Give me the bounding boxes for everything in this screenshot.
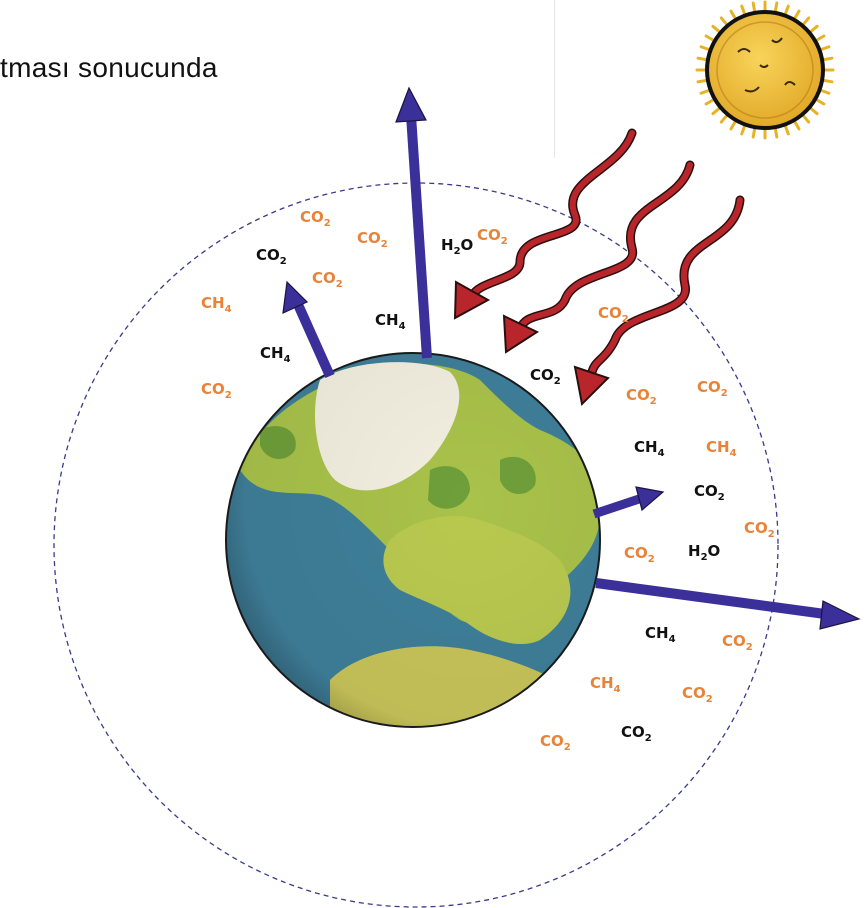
gas-label: CO2 (357, 229, 388, 250)
gas-label: CO2 (300, 208, 331, 229)
gas-label: CO2 (477, 226, 508, 247)
gas-label: CO2 (744, 519, 775, 540)
gas-label: CO2 (697, 378, 728, 399)
gas-label: CH4 (201, 294, 232, 315)
gas-label: CO2 (621, 723, 652, 744)
gas-label: CO2 (682, 684, 713, 705)
incoming-arrow-3 (573, 195, 745, 407)
gas-label: CO2 (530, 366, 561, 387)
outgoing-arrow-long (595, 578, 861, 630)
gas-label: CO2 (598, 304, 629, 325)
gas-label: H2O (688, 542, 720, 563)
outgoing-arrow-top (395, 86, 432, 359)
gas-label: CO2 (312, 269, 343, 290)
gas-label: CO2 (201, 380, 232, 401)
earth-icon (225, 352, 601, 728)
gas-label: CH4 (375, 311, 406, 332)
divider-line (554, 0, 555, 158)
gas-label: CO2 (624, 544, 655, 565)
incoming-arrow-2 (502, 160, 695, 354)
outgoing-arrow-left (282, 280, 335, 379)
gas-label: CH4 (706, 438, 737, 459)
outgoing-radiation-arrows (282, 86, 861, 630)
gas-label: CH4 (634, 438, 665, 459)
gas-label: H2O (441, 236, 473, 257)
gas-label: CO2 (626, 386, 657, 407)
gas-label: CH4 (645, 624, 676, 645)
gas-label: CO2 (722, 632, 753, 653)
gas-label: CO2 (694, 482, 725, 503)
gas-label: CH4 (590, 674, 621, 695)
outgoing-arrow-right (592, 486, 665, 519)
sun-icon (695, 0, 835, 140)
gas-label: CH4 (260, 344, 291, 365)
incoming-arrow-1 (453, 128, 637, 320)
gas-label: CO2 (540, 732, 571, 753)
caption-text: tması sonucunda (0, 52, 218, 83)
gas-label: CO2 (256, 246, 287, 267)
gas-molecule-labels: CO2CO2CO2CO2H2OCO2CH4CH4CH4CO2CO2CO2CO2C… (201, 208, 775, 753)
incoming-radiation-arrows (453, 128, 745, 407)
